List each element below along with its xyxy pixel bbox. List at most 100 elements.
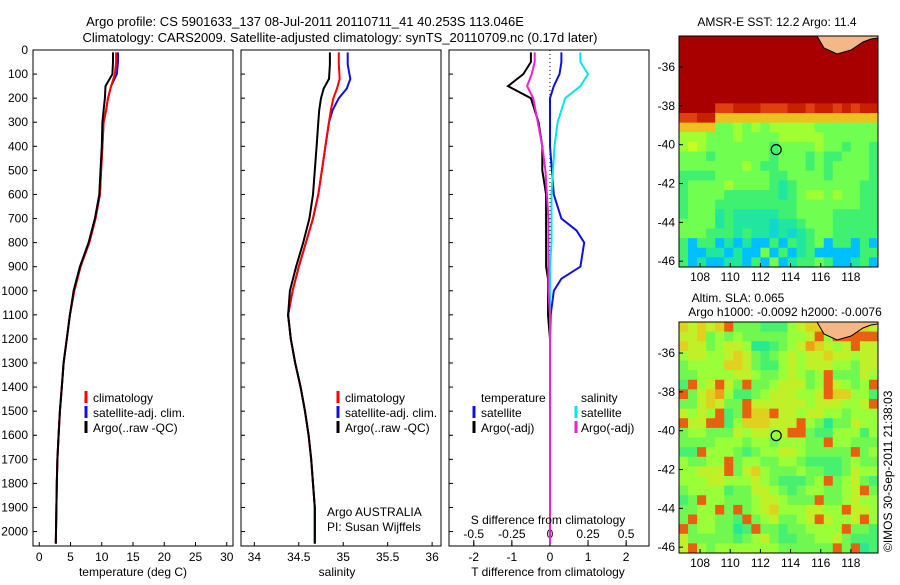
sla-cell: [787, 418, 798, 429]
sla-cell: [850, 350, 861, 362]
sst-cell: [760, 45, 770, 56]
sst-cell: [832, 122, 843, 133]
depth-tick-label: 1600: [1, 428, 28, 442]
sla-cell: [733, 437, 743, 448]
sst-cell: [841, 74, 852, 85]
sla-cell: [859, 456, 870, 467]
sst-cell: [859, 199, 870, 210]
sla-cell: [850, 408, 861, 419]
sla-cell: [760, 350, 770, 362]
sla-cell: [769, 389, 779, 400]
sst-cell: [760, 209, 770, 220]
sla-cell: [823, 447, 834, 458]
sla-cell: [751, 495, 761, 506]
sla-cell: [823, 350, 834, 362]
sst-cell: [715, 93, 725, 104]
sla-cell: [859, 514, 870, 525]
sla-cell: [733, 514, 743, 525]
sla-cell: [787, 514, 798, 525]
sst-cell: [688, 218, 698, 230]
sst-cell: [706, 190, 716, 201]
sla-cell: [841, 341, 852, 352]
sla-cell: [688, 476, 698, 487]
sla-cell: [814, 399, 825, 410]
sst-cell: [796, 161, 807, 172]
sst-cell: [751, 64, 761, 76]
sla-cell: [796, 341, 807, 352]
sla-cell: [832, 350, 843, 362]
legend-argo: Argo(..raw -QC): [345, 421, 430, 435]
sst-cell: [805, 257, 816, 268]
sst-cell: [751, 141, 761, 153]
sst-cell: [760, 103, 770, 114]
sla-cell: [769, 379, 779, 390]
sst-cell: [841, 103, 852, 114]
sst-cell: [733, 45, 743, 56]
sst-cell: [850, 64, 861, 76]
sla-cell: [778, 476, 789, 487]
sst-cell: [742, 257, 752, 268]
sst-cell: [868, 122, 879, 133]
sla-cell: [697, 447, 707, 458]
sla-cell: [814, 524, 825, 535]
sst-cell: [733, 103, 743, 114]
sla-cell: [832, 408, 843, 419]
sst-cell: [679, 122, 689, 133]
sla-cell: [751, 408, 761, 419]
depth-tick-label: 1100: [2, 308, 28, 322]
sla-cell: [787, 533, 798, 544]
sst-cell: [706, 180, 716, 191]
sst-cell: [706, 113, 716, 124]
sst-cell: [688, 84, 698, 95]
sst-cell: [724, 170, 734, 181]
sst-cell: [742, 36, 752, 47]
sla-cell: [697, 524, 707, 535]
sla-cell: [859, 543, 870, 554]
sla-cell: [679, 476, 689, 487]
sla-cell: [679, 331, 689, 342]
sst-cell: [796, 247, 807, 258]
sla-cell: [679, 447, 689, 458]
salinity-tick-label: 34: [248, 550, 262, 564]
sst-cell: [823, 199, 834, 210]
sla-cell: [733, 466, 743, 477]
sst-cell: [796, 84, 807, 95]
lat-tick-label: -36: [658, 60, 676, 74]
sst-cell: [805, 180, 816, 191]
sla-cell: [841, 485, 852, 496]
sla-cell: [724, 389, 734, 400]
sla-cell: [697, 504, 707, 516]
sla-cell: [733, 504, 743, 516]
sla-cell: [787, 437, 798, 448]
sst-cell: [715, 170, 725, 181]
sla-cell: [688, 350, 698, 362]
sla-cell: [868, 495, 879, 506]
sla-cell: [841, 524, 852, 535]
sst-cell: [706, 132, 716, 143]
sst-cell: [823, 161, 834, 172]
sla-cell: [805, 370, 816, 381]
sst-cell: [805, 64, 816, 76]
sla-cell: [823, 331, 834, 342]
sst-cell: [778, 170, 789, 181]
sla-cell: [760, 533, 770, 544]
sla-cell: [805, 341, 816, 352]
sst-cell: [679, 228, 689, 239]
sla-cell: [823, 399, 834, 410]
sst-cell: [697, 228, 707, 239]
sla-cell: [760, 514, 770, 525]
sst-cell: [832, 113, 843, 124]
sst-cell: [796, 122, 807, 133]
sst-cell: [688, 228, 698, 239]
sst-cell: [823, 257, 834, 268]
temperature-profiles: [54, 52, 119, 544]
sla-cell: [688, 466, 698, 477]
sla-cell: [715, 524, 725, 535]
sla-cell: [706, 456, 716, 467]
sla-cell: [796, 476, 807, 487]
sst-cell: [868, 132, 879, 143]
sla-cell: [796, 514, 807, 525]
sla-cell: [715, 408, 725, 419]
sla-cell: [814, 370, 825, 381]
sst-cell: [697, 238, 707, 249]
